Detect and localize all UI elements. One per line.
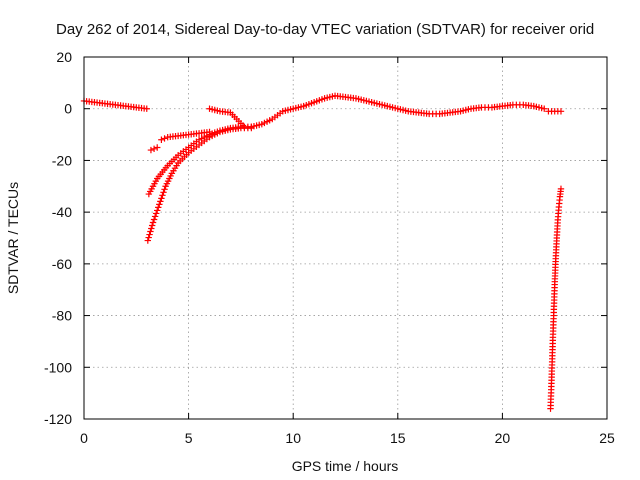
x-axis-label: GPS time / hours <box>292 458 399 474</box>
x-tick-label: 5 <box>185 430 193 446</box>
x-tick-label: 20 <box>495 430 511 446</box>
data-point <box>144 237 152 244</box>
chart-title: Day 262 of 2014, Sidereal Day-to-day VTE… <box>56 21 594 38</box>
plot-frame <box>83 56 608 420</box>
data-point <box>143 105 150 112</box>
data-point <box>154 207 161 214</box>
data-point <box>154 144 161 151</box>
data-point <box>158 195 165 202</box>
x-tick-label: 10 <box>285 430 301 446</box>
data-point <box>161 135 168 142</box>
y-tick-label: -120 <box>44 411 72 427</box>
data-point <box>150 216 158 223</box>
y-tick-label: -80 <box>52 308 72 324</box>
x-tick-label: 15 <box>390 430 406 446</box>
y-tick-label: -40 <box>52 204 72 220</box>
data-point <box>156 201 163 208</box>
data-point <box>145 234 152 241</box>
data-point <box>157 198 164 205</box>
data-point <box>239 122 247 129</box>
data-point <box>149 219 157 226</box>
data-point <box>557 185 565 193</box>
data-point <box>557 108 565 115</box>
x-tick-label: 0 <box>80 430 88 446</box>
data-point <box>148 225 155 232</box>
y-tick-label: -60 <box>52 256 72 272</box>
data-point <box>160 189 167 196</box>
data-point <box>161 186 168 193</box>
y-tick-label: -100 <box>44 359 72 375</box>
data-point <box>159 192 166 199</box>
x-tick-label: 25 <box>599 430 615 446</box>
data-point <box>146 231 153 238</box>
grid-layer <box>84 57 607 419</box>
data-point <box>147 228 154 235</box>
y-tick-label: 20 <box>56 49 72 65</box>
y-tick-label: -20 <box>52 152 72 168</box>
ticks-layer: 0 5 10 15 20 25 20 0 -20 -40 -60 -80 -100 -120 <box>44 49 615 446</box>
y-tick-label: 0 <box>64 101 72 117</box>
data-point <box>147 146 155 154</box>
points-layer <box>80 92 565 412</box>
data-point <box>158 136 165 143</box>
data-point <box>541 105 548 112</box>
data-point <box>150 145 158 152</box>
y-axis-label: SDTVAR / TECUs <box>5 182 21 294</box>
data-point <box>155 204 162 211</box>
data-point <box>152 210 160 217</box>
data-point <box>206 128 213 136</box>
data-point <box>151 213 159 220</box>
data-point <box>148 222 156 229</box>
